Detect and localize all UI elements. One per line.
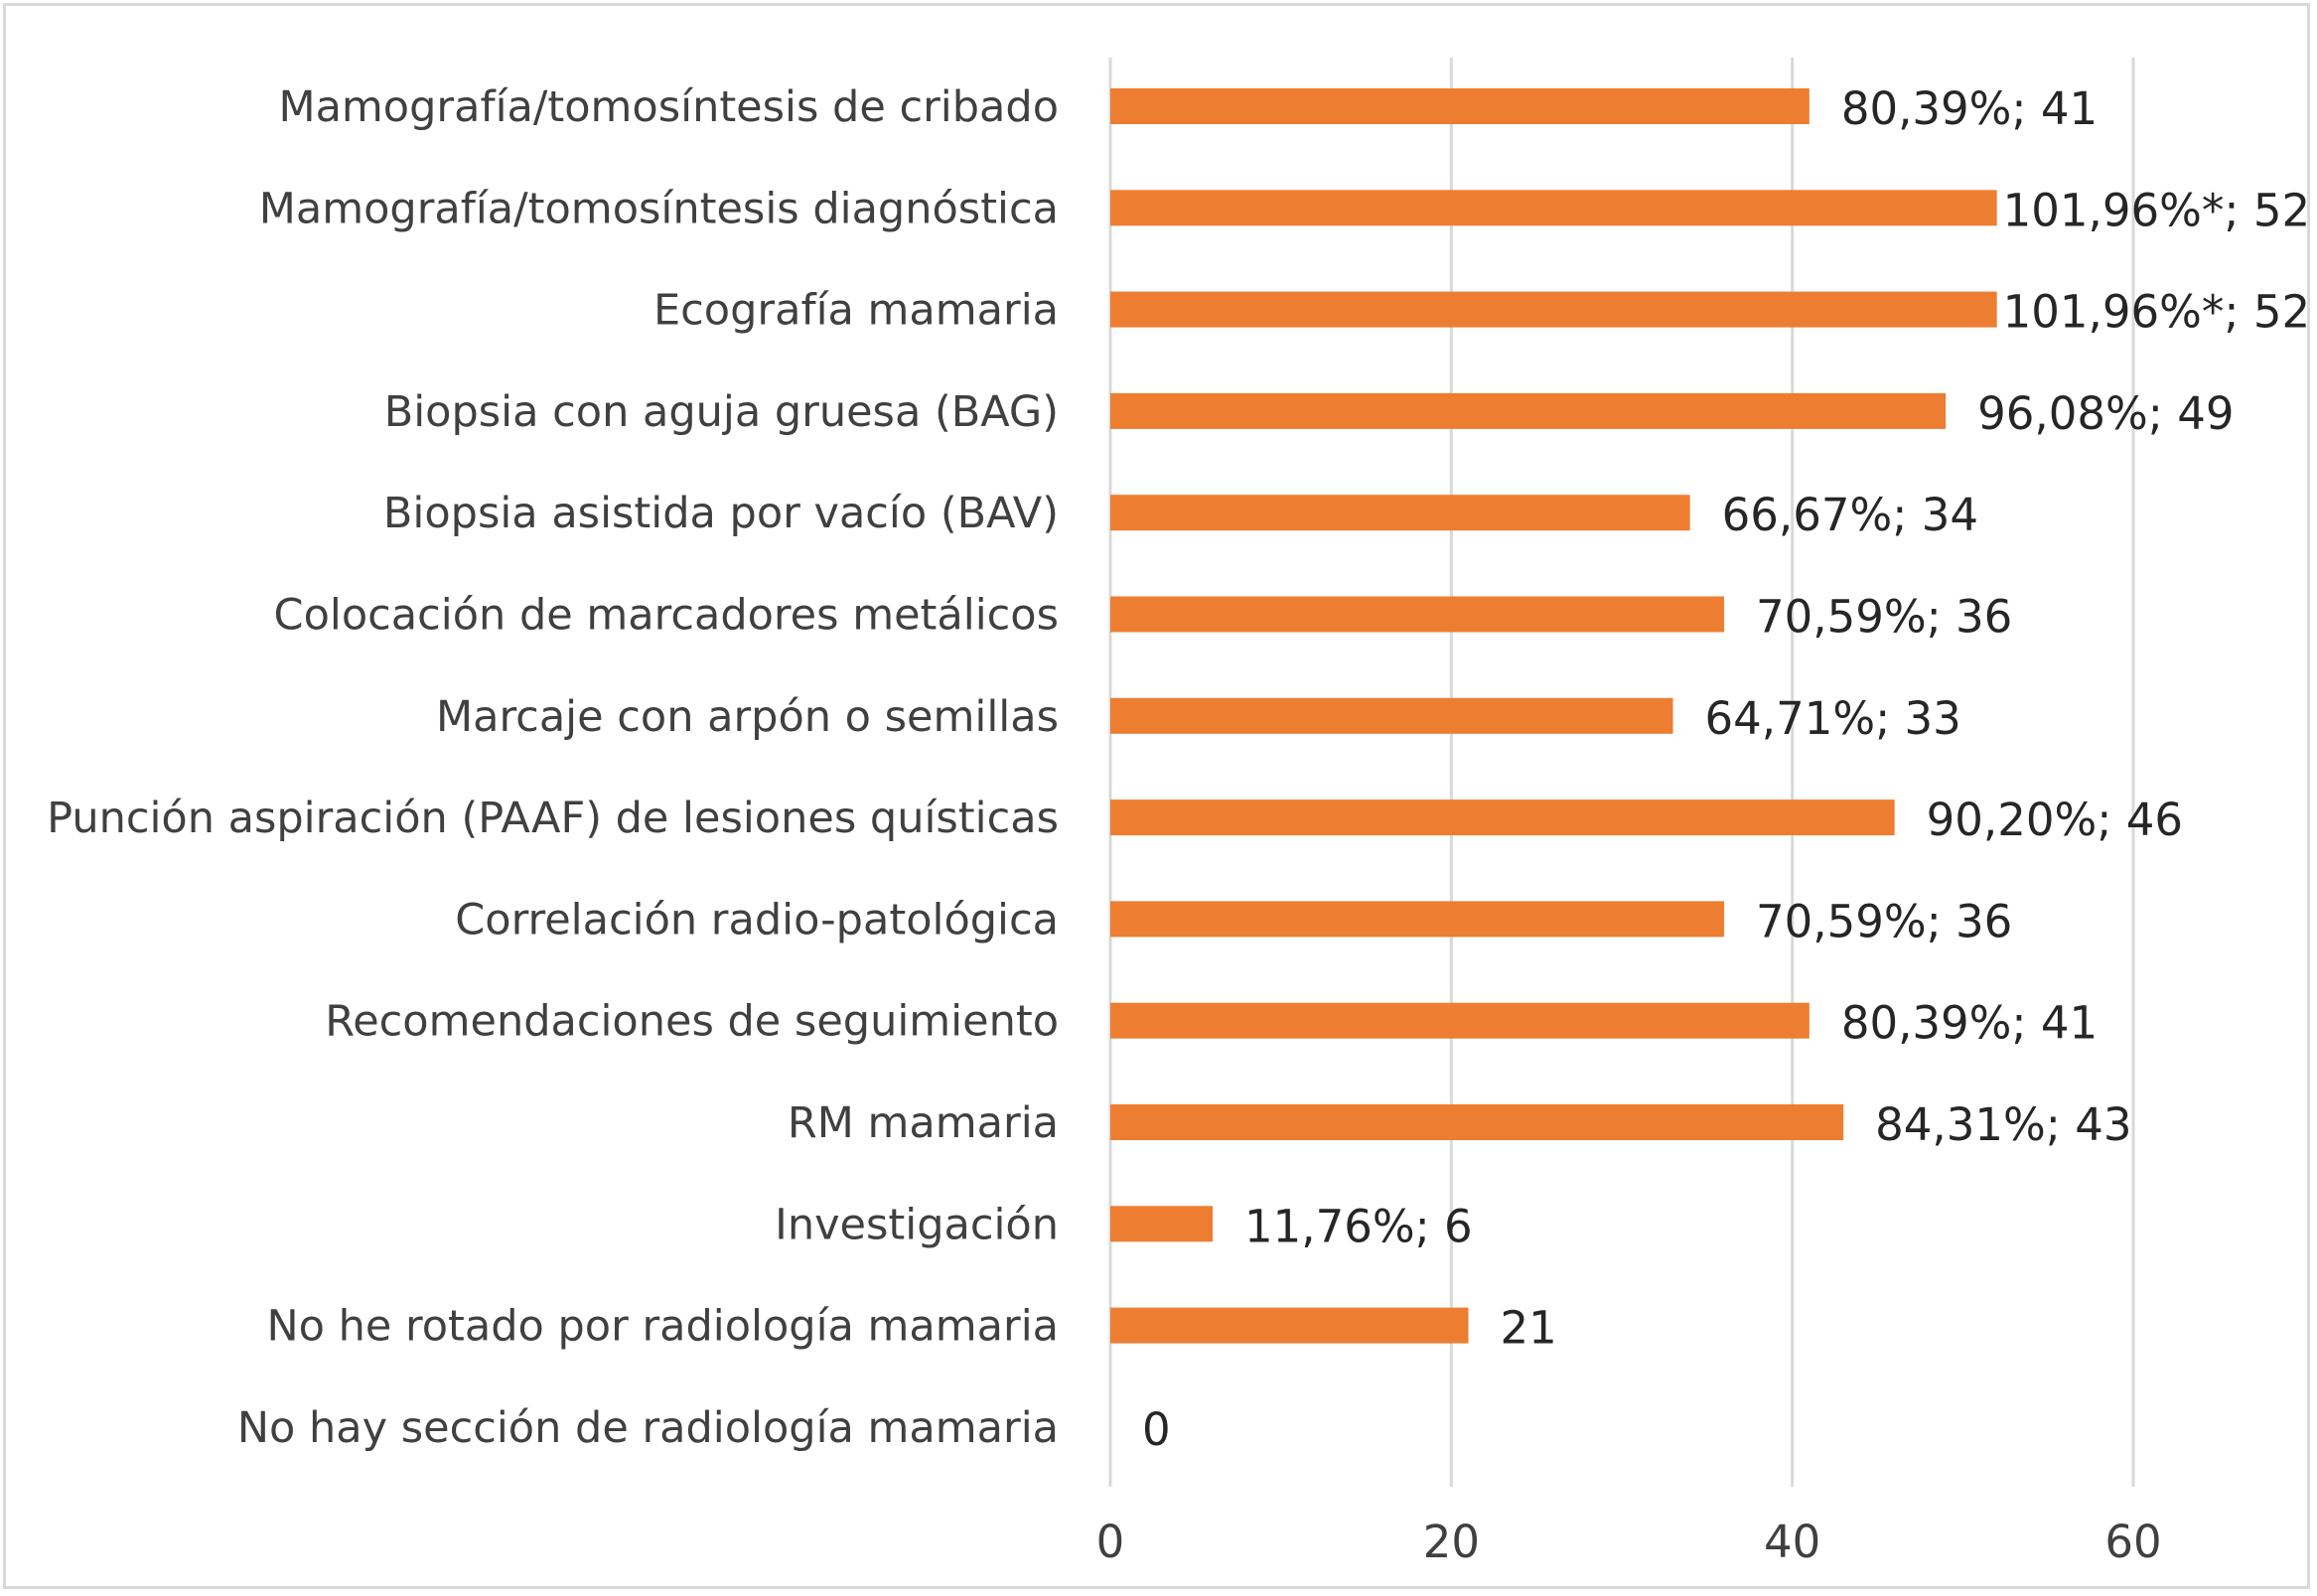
data-label: 80,39%; 41 — [1841, 997, 2098, 1050]
bar — [1110, 495, 1690, 531]
data-label: 90,20%; 46 — [1927, 794, 2183, 846]
bar — [1110, 392, 1947, 429]
data-label: 101,96%*; 52 — [2003, 286, 2310, 339]
bar — [1110, 596, 1725, 633]
category-labels: Mamografía/tomosíntesis de cribado Mamogr… — [47, 82, 1059, 1453]
x-tick-label: 0 — [1096, 1516, 1125, 1568]
data-label: 11,76%; 6 — [1244, 1200, 1473, 1252]
category-label: Biopsia asistida por vacío (BAV) — [383, 489, 1059, 538]
data-label: 84,31%; 43 — [1875, 1098, 2131, 1151]
bars — [1110, 88, 1997, 1344]
bar — [1110, 1002, 1810, 1039]
bar — [1110, 901, 1725, 938]
data-label: 21 — [1501, 1302, 1557, 1355]
category-label: Mamografía/tomosíntesis diagnóstica — [259, 184, 1059, 233]
data-labels: 80,39%; 41 101,96%*; 52 101,96%*; 52 96,08%… — [1142, 82, 2310, 1456]
x-tick-label: 40 — [1764, 1516, 1820, 1568]
bar — [1110, 799, 1895, 836]
category-label: Marcaje con arpón o semillas — [436, 692, 1059, 742]
data-label: 70,59%; 36 — [1756, 591, 2012, 644]
data-label: 80,39%; 41 — [1841, 82, 2098, 135]
category-label: Investigación — [775, 1200, 1059, 1249]
bar — [1110, 1307, 1469, 1344]
x-tick-label: 20 — [1423, 1516, 1480, 1568]
data-label: 96,08%; 49 — [1977, 387, 2234, 440]
category-label: Mamografía/tomosíntesis de cribado — [278, 82, 1059, 132]
category-label: No hay sección de radiología mamaria — [237, 1403, 1059, 1453]
category-label: Punción aspiración (PAAF) de lesiones qu… — [47, 794, 1059, 843]
bar — [1110, 1206, 1214, 1242]
x-axis-ticks: 0 20 40 60 — [1096, 1516, 2162, 1568]
bar — [1110, 88, 1810, 124]
category-label: Colocación de marcadores metálicos — [274, 591, 1059, 641]
bar — [1110, 190, 1997, 226]
bar — [1110, 1104, 1844, 1140]
category-label: No he rotado por radiología mamaria — [266, 1302, 1059, 1352]
category-label: Recomendaciones de seguimiento — [325, 997, 1059, 1047]
data-label: 64,71%; 33 — [1705, 692, 1961, 745]
bar — [1110, 697, 1673, 734]
category-label: Correlación radio-patológica — [455, 895, 1059, 944]
data-label: 101,96%*; 52 — [2003, 184, 2310, 236]
category-label: Biopsia con aguja gruesa (BAG) — [384, 387, 1059, 437]
gridlines — [1108, 58, 2135, 1487]
data-label: 70,59%; 36 — [1756, 895, 2012, 947]
category-label: RM mamaria — [788, 1098, 1059, 1148]
bar — [1110, 291, 1997, 328]
x-tick-label: 60 — [2104, 1516, 2161, 1568]
data-label: 66,67%; 34 — [1722, 489, 1978, 541]
data-label: 0 — [1142, 1403, 1171, 1456]
category-label: Ecografía mamaria — [653, 286, 1059, 336]
